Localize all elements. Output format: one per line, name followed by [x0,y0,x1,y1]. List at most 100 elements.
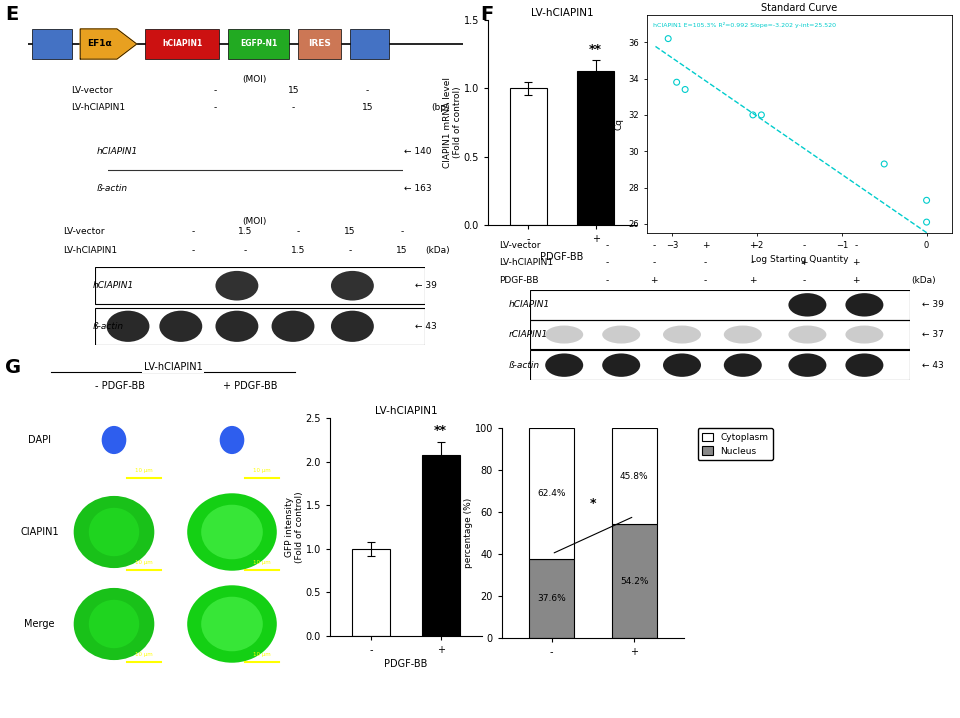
Text: -: - [605,276,609,285]
Ellipse shape [129,178,194,200]
Text: ß-actin: ß-actin [92,322,124,331]
Ellipse shape [331,271,373,301]
Ellipse shape [88,600,139,648]
FancyBboxPatch shape [146,29,220,59]
Text: ß-actin: ß-actin [97,185,128,193]
Text: -: - [192,246,195,255]
Ellipse shape [202,597,263,651]
Text: EGFP-N1: EGFP-N1 [240,39,277,49]
Ellipse shape [215,271,258,301]
Text: 10 μm: 10 μm [135,651,153,656]
Text: 1.5: 1.5 [238,227,252,236]
Text: 15: 15 [344,227,355,236]
Text: 10 μm: 10 μm [253,467,271,472]
Ellipse shape [545,325,584,343]
Text: -: - [400,227,404,236]
Text: 15: 15 [288,86,300,95]
Bar [529,428,574,559]
Ellipse shape [545,353,584,377]
Text: 15: 15 [396,246,408,255]
Text: 37.6%: 37.6% [538,594,566,603]
Text: hCIAPIN1: hCIAPIN1 [162,39,203,49]
Text: -: - [296,227,300,236]
Ellipse shape [846,293,883,317]
Text: 10 μm: 10 μm [135,559,153,564]
Y-axis label: CIAPIN1 mRNA level
(Fold of control): CIAPIN1 mRNA level (Fold of control) [443,77,462,168]
Y-axis label: GFP intensity
(Fold of control): GFP intensity (Fold of control) [285,491,304,563]
Ellipse shape [74,496,155,568]
Ellipse shape [318,178,382,200]
Text: 1.5: 1.5 [291,246,305,255]
FancyBboxPatch shape [33,29,71,59]
Text: -: - [213,103,217,112]
Polygon shape [81,29,136,59]
Text: -: - [751,258,755,268]
Point [754,109,769,121]
Point [745,109,760,121]
Text: LV-hCIAPIN1: LV-hCIAPIN1 [499,258,553,268]
Text: G: G [5,358,21,377]
Bar [95,307,425,345]
Ellipse shape [602,353,640,377]
Text: -: - [803,241,806,251]
Legend: Cytoplasm, Nucleus: Cytoplasm, Nucleus [698,429,773,460]
Text: LV-hCIAPIN1: LV-hCIAPIN1 [144,362,203,372]
Text: -: - [348,246,351,255]
Ellipse shape [74,588,155,660]
Text: - PDGF-BB: - PDGF-BB [95,381,145,391]
Ellipse shape [663,325,701,343]
FancyBboxPatch shape [298,29,341,59]
Text: ← 39: ← 39 [415,281,437,290]
Text: ← 163: ← 163 [404,185,432,193]
Ellipse shape [102,426,127,454]
Bar [352,549,391,636]
Point [919,216,934,228]
Text: **: ** [434,424,447,437]
Text: LV-vector: LV-vector [71,86,113,95]
Text: (MOI): (MOI) [242,75,266,84]
Text: + PDGF-BB: + PDGF-BB [223,381,277,391]
Title: LV-hCIAPIN1: LV-hCIAPIN1 [374,406,438,416]
X-axis label: Log Starting Quantity: Log Starting Quantity [751,255,849,264]
Ellipse shape [159,311,203,342]
Ellipse shape [215,311,258,342]
Bar [95,267,425,304]
Text: +: + [702,241,709,251]
Ellipse shape [88,508,139,556]
Ellipse shape [788,293,827,317]
Ellipse shape [272,311,315,342]
Text: LV-vector: LV-vector [62,227,105,236]
Ellipse shape [107,311,150,342]
Text: +: + [650,276,658,285]
Text: CIAPIN1: CIAPIN1 [20,527,59,537]
Text: rCIAPIN1: rCIAPIN1 [508,330,547,339]
Text: **: ** [589,42,602,55]
Y-axis label: Relative
percentage (%): Relative percentage (%) [454,498,473,568]
FancyBboxPatch shape [228,29,289,59]
Ellipse shape [663,353,701,377]
Text: hCIAPIN1: hCIAPIN1 [508,300,549,309]
Text: EF1α: EF1α [87,39,112,49]
Ellipse shape [602,325,640,343]
Bar [530,290,910,320]
Ellipse shape [187,493,276,571]
Bar [612,428,657,524]
Text: +: + [852,276,860,285]
Text: ← 43: ← 43 [415,322,437,331]
Bar [530,320,910,350]
Ellipse shape [788,325,827,343]
Ellipse shape [846,353,883,377]
Text: -: - [605,258,609,268]
Text: PDGF-BB: PDGF-BB [540,252,584,262]
Text: ← 43: ← 43 [922,360,944,370]
Bar [510,88,547,225]
Ellipse shape [220,426,244,454]
Text: (MOI): (MOI) [242,217,266,225]
Text: -: - [704,258,708,268]
Text: 54.2%: 54.2% [620,577,649,586]
Text: (kDa): (kDa) [425,246,450,255]
Text: 45.8%: 45.8% [620,472,649,480]
Bar [530,350,910,380]
Ellipse shape [331,311,373,342]
Text: LV-vector: LV-vector [499,241,540,251]
